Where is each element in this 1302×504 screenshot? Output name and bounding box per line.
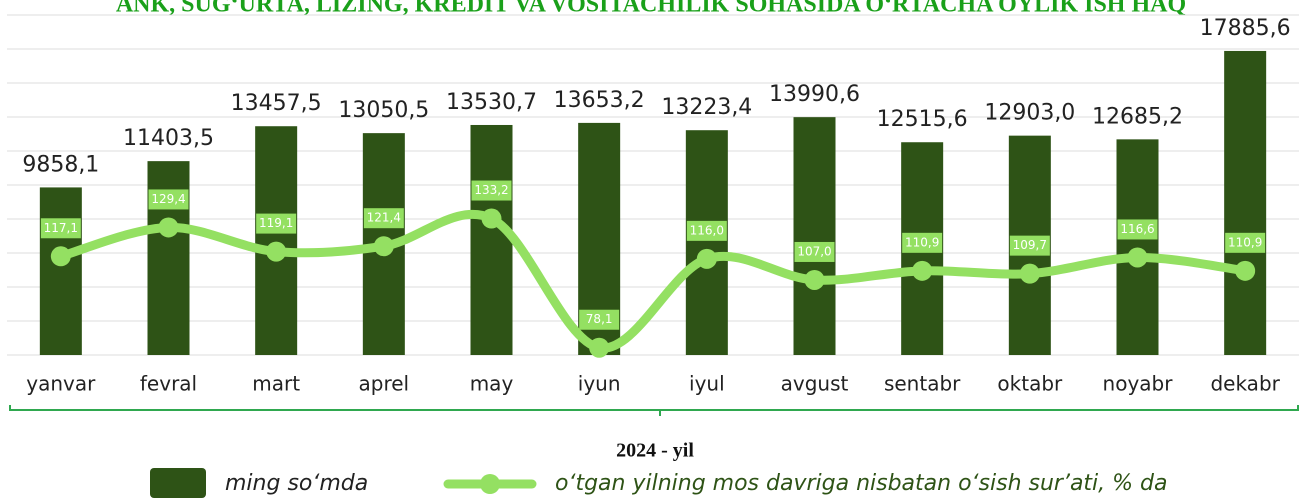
line-value-label: 110,9 <box>905 235 939 249</box>
line-point <box>696 248 717 269</box>
x-tick-label: oktabr <box>997 372 1063 396</box>
bar <box>685 130 728 355</box>
line-point <box>50 246 71 267</box>
x-tick-label: mart <box>252 372 300 396</box>
line-label-box <box>686 220 727 241</box>
bar-value-label: 13653,2 <box>554 88 645 113</box>
x-tick-label: fevral <box>140 372 197 396</box>
bar-value-label: 12515,6 <box>877 107 968 132</box>
x-tick-label: iyun <box>578 372 621 396</box>
line-value-label: 129,4 <box>151 192 185 206</box>
line-value-label: 119,1 <box>259 216 293 230</box>
line-point <box>589 337 610 358</box>
line-point <box>1019 263 1040 284</box>
line-label-box <box>256 213 297 234</box>
line-point <box>266 241 287 262</box>
bar-value-label: 13530,7 <box>446 90 537 115</box>
line-value-label: 116,0 <box>690 223 724 237</box>
line-label-box <box>363 208 404 229</box>
line-label-box <box>1009 235 1050 256</box>
legend-label: ming so‘mda <box>225 471 368 496</box>
bar-value-label: 13050,5 <box>338 98 429 123</box>
legend-label: o‘tgan yilning mos davriga nisbatan o‘si… <box>555 471 1168 496</box>
line-label-box <box>579 309 620 330</box>
bar-value-label: 17885,6 <box>1200 16 1291 41</box>
x-tick-label: may <box>470 372 514 396</box>
line-label-box <box>794 241 835 262</box>
bar <box>470 124 513 355</box>
line-point <box>158 217 179 238</box>
line-point <box>1235 260 1256 281</box>
x-bracket <box>9 405 1299 416</box>
line-value-label: 78,1 <box>586 312 613 326</box>
bar-value-label: 12685,2 <box>1092 104 1183 129</box>
bar-value-label: 11403,5 <box>123 126 214 151</box>
legend-swatch <box>150 468 206 498</box>
bar-value-label: 9858,1 <box>22 152 99 177</box>
x-tick-label: yanvar <box>26 372 96 396</box>
legend: ming so‘mda o‘tgan yilning mos davriga ni… <box>150 468 1168 498</box>
bar <box>1116 139 1159 355</box>
line-value-label: 116,6 <box>1120 222 1154 236</box>
bar-value-label: 13223,4 <box>661 95 752 120</box>
line-label-box <box>148 189 189 210</box>
bar-value-label: 13457,5 <box>231 91 322 116</box>
line-value-label: 110,9 <box>1228 235 1262 249</box>
line-value-label: 109,7 <box>1013 238 1047 252</box>
bar-value-label: 13990,6 <box>769 82 860 107</box>
x-tick-label: avgust <box>781 372 849 396</box>
bar <box>1224 50 1267 356</box>
x-tick-label: aprel <box>359 372 410 396</box>
line-point <box>481 208 502 229</box>
bar-value-label: 12903,0 <box>984 101 1075 126</box>
x-axis-label: 2024 - yil <box>616 440 694 462</box>
line <box>56 209 1250 353</box>
line-label-box <box>40 218 81 239</box>
line-point <box>1127 247 1148 268</box>
line-value-label: 107,0 <box>797 244 831 258</box>
line-point <box>373 236 394 257</box>
line-value-label: 133,2 <box>474 183 508 197</box>
bar <box>793 117 836 356</box>
x-tick-label: noyabr <box>1103 372 1174 396</box>
chart-title: ANK, SUG‘URTA, LIZING, KREDIT VA VOSITAC… <box>116 0 1186 18</box>
bar <box>255 126 298 355</box>
line-point <box>804 269 825 290</box>
line-label-box <box>1117 219 1158 240</box>
line-label-box <box>1225 232 1266 253</box>
line-label-box <box>471 180 512 201</box>
legend-marker <box>480 474 500 494</box>
x-tick-label: sentabr <box>884 372 961 396</box>
x-tick-label: iyul <box>689 372 725 396</box>
bar <box>39 187 82 355</box>
line-label-box <box>902 232 943 253</box>
line-point <box>912 260 933 281</box>
x-tick-label: dekabr <box>1210 372 1280 396</box>
line-value-label: 117,1 <box>44 221 78 235</box>
line-value-label: 121,4 <box>367 211 401 225</box>
